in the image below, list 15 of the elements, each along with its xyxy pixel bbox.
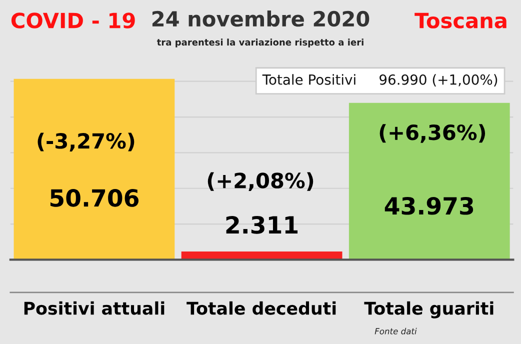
text: COVID - 19 [11, 12, 135, 28]
chart-title: 24 novembre 2020 [152, 10, 370, 27]
data-label: 50.706 [50, 189, 139, 207]
chart-subtitle: tra parentesi la variazione rispetto a ieri [156, 38, 364, 48]
data-label: 2.311 [226, 216, 298, 234]
annotation: (+2,08%) [208, 172, 314, 192]
source-note: Fonte dati [374, 328, 417, 334]
x-tick-label: Positivi attuali [24, 301, 164, 315]
x-tick-label: Totale deceduti [186, 301, 336, 315]
data-label: 43.973 [384, 196, 474, 215]
annotation: Totale Positivi 96.990 (+1,00%) [262, 74, 498, 87]
text: Toscana [414, 12, 506, 28]
x-tick-label: Totale guariti [364, 301, 494, 318]
annotation: (-3,27%) [38, 132, 134, 152]
annotation: (+6,36%) [380, 124, 486, 143]
